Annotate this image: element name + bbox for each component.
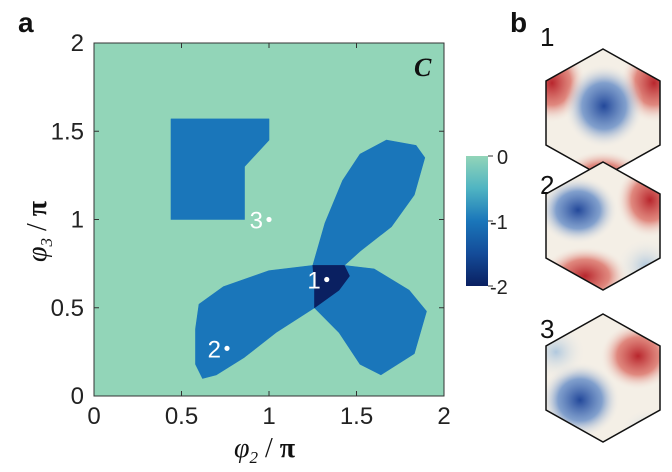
hexagon-2-outline	[545, 161, 661, 291]
heatmap-plot: 1 2 3 0 0.5 1 1.5 2 0 0.5 1 1.5 2 C	[51, 30, 451, 430]
colorbar-tick-2: -2	[490, 277, 508, 299]
point-1-marker	[324, 276, 330, 283]
panel-label-a: a	[18, 7, 34, 38]
hexagon-2: 2	[540, 161, 661, 291]
hexagon-1-label: 1	[540, 22, 554, 52]
x-tick-label: 0.5	[165, 403, 198, 430]
x-tick-label: 1.5	[340, 403, 373, 430]
y-tick-label: 0.5	[51, 295, 84, 322]
point-1-label: 1	[307, 268, 320, 295]
y-tick-label: 2	[71, 30, 84, 57]
colorbar-tick-0: 0	[497, 147, 508, 169]
hexagon-1: 1	[540, 22, 661, 178]
y-axis-separator: /	[22, 216, 53, 238]
point-2-label: 2	[208, 336, 221, 363]
x-tick-label: 0	[87, 403, 100, 430]
x-axis-label: φ2 / π	[234, 433, 296, 467]
y-tick-label: 1	[71, 207, 84, 234]
y-axis-unit: π	[22, 200, 53, 216]
y-tick-label: 1.5	[51, 118, 84, 145]
point-2-marker	[224, 345, 230, 351]
hexagon-3: 3	[540, 313, 661, 443]
point-3-marker	[266, 216, 272, 223]
x-axis-separator: /	[258, 433, 280, 464]
x-axis-symbol: φ	[234, 433, 250, 464]
y-axis-label: φ3 / π	[22, 200, 56, 262]
axis-ticks: 0 0.5 1 1.5 2 0 0.5 1 1.5 2	[51, 30, 451, 430]
colorbar-gradient	[466, 156, 488, 286]
corner-label: C	[414, 53, 432, 82]
colorbar: 0 -1 -2	[466, 147, 508, 299]
region-minus-one-3	[314, 265, 427, 376]
region-minus-one-0	[170, 118, 270, 220]
y-tick-label: 0	[71, 383, 84, 410]
hexagon-3-outline	[545, 313, 661, 443]
x-axis-subscript: 2	[250, 448, 259, 467]
region-minus-one-1	[312, 139, 426, 266]
y-axis-subscript: 3	[37, 238, 56, 248]
point-3-label: 3	[250, 208, 263, 235]
y-axis-symbol: φ	[22, 247, 53, 263]
x-axis-unit: π	[280, 433, 296, 464]
colorbar-tick-1: -1	[490, 212, 508, 234]
marked-points: 1 2 3	[208, 208, 330, 363]
hexagon-3-label: 3	[540, 314, 554, 344]
x-tick-label: 1	[262, 403, 275, 430]
x-tick-label: 2	[437, 403, 450, 430]
region-minus-two-4	[312, 265, 350, 309]
panel-label-b: b	[510, 7, 527, 38]
